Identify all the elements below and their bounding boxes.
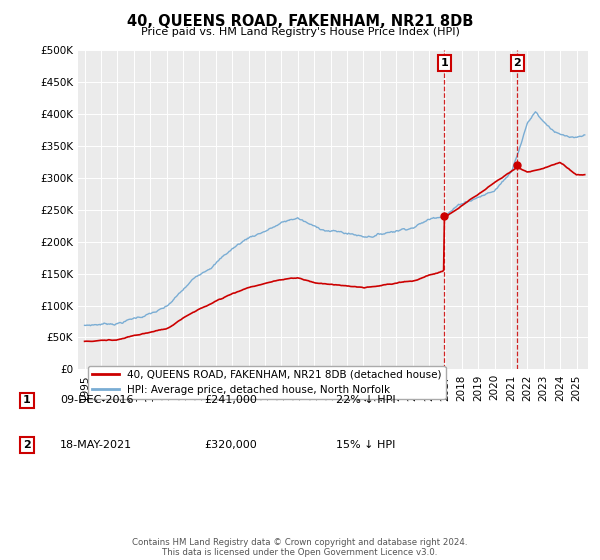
Text: Contains HM Land Registry data © Crown copyright and database right 2024.
This d: Contains HM Land Registry data © Crown c…: [132, 538, 468, 557]
Text: 09-DEC-2016: 09-DEC-2016: [60, 395, 133, 405]
Text: 2: 2: [513, 58, 521, 68]
Text: £241,000: £241,000: [204, 395, 257, 405]
Legend: 40, QUEENS ROAD, FAKENHAM, NR21 8DB (detached house), HPI: Average price, detach: 40, QUEENS ROAD, FAKENHAM, NR21 8DB (det…: [88, 366, 446, 399]
Text: 15% ↓ HPI: 15% ↓ HPI: [336, 440, 395, 450]
Text: 22% ↓ HPI: 22% ↓ HPI: [336, 395, 395, 405]
Text: £320,000: £320,000: [204, 440, 257, 450]
Text: 18-MAY-2021: 18-MAY-2021: [60, 440, 132, 450]
Text: Price paid vs. HM Land Registry's House Price Index (HPI): Price paid vs. HM Land Registry's House …: [140, 27, 460, 37]
Text: 2: 2: [23, 440, 31, 450]
Text: 1: 1: [440, 58, 448, 68]
Text: 1: 1: [23, 395, 31, 405]
Text: 40, QUEENS ROAD, FAKENHAM, NR21 8DB: 40, QUEENS ROAD, FAKENHAM, NR21 8DB: [127, 14, 473, 29]
